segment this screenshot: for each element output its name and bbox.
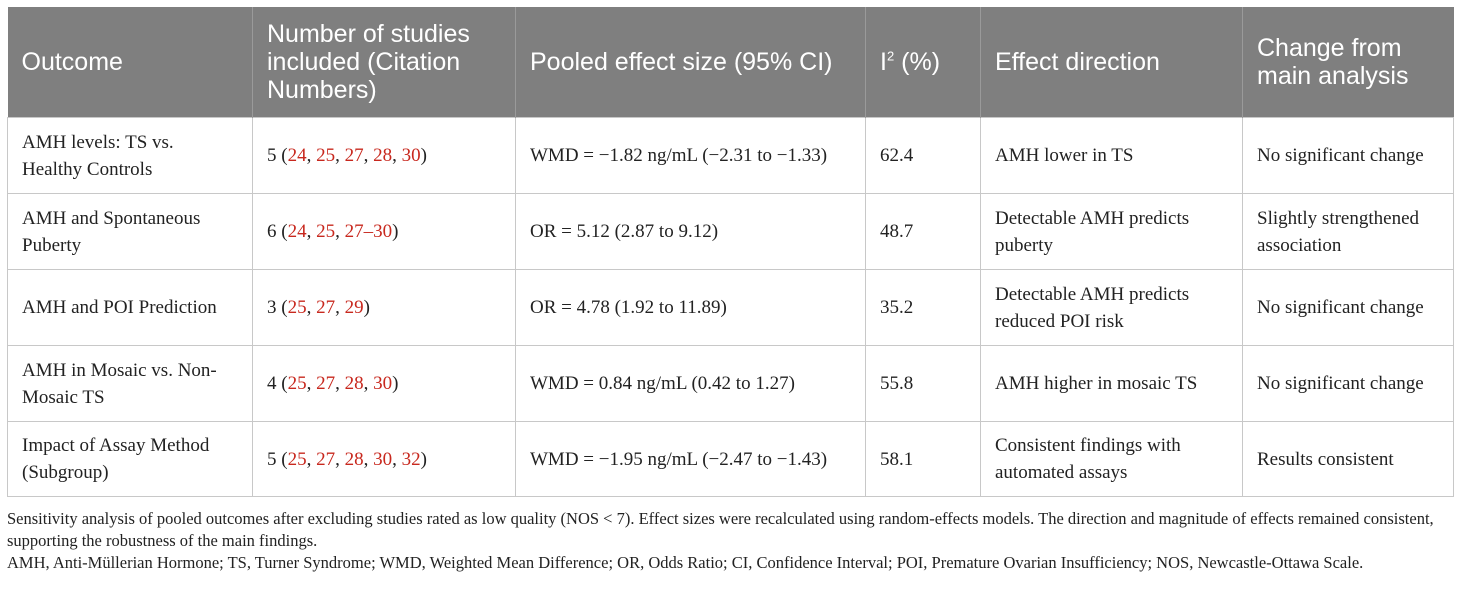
cell-studies: 3 (25, 27, 29) <box>252 269 516 346</box>
table-row: AMH and Spontaneous Puberty 6 (24, 25, 27… <box>7 193 1454 270</box>
cell-direction: Detectable AMH predicts reduced POI risk <box>980 269 1243 346</box>
cell-outcome: AMH levels: TS vs. Healthy Controls <box>7 117 253 194</box>
cell-direction: AMH higher in mosaic TS <box>980 345 1243 422</box>
citation-link[interactable]: 24 <box>287 145 307 166</box>
cell-change: Results consistent <box>1242 421 1454 497</box>
citation-link[interactable]: 28 <box>344 448 364 470</box>
cell-change: No significant change <box>1242 117 1454 194</box>
cell-effect: WMD = −1.82 ng/mL (−2.31 to −1.33) <box>515 117 866 194</box>
citation-link[interactable]: 27 <box>344 145 364 166</box>
cell-direction: AMH lower in TS <box>980 117 1243 194</box>
header-outcome: Outcome <box>7 7 253 118</box>
cell-studies: 4 (25, 27, 28, 30) <box>252 345 516 422</box>
cell-change: No significant change <box>1242 345 1454 422</box>
header-i2-sup: 2 <box>886 48 895 64</box>
cell-outcome: AMH and POI Prediction <box>7 269 253 346</box>
studies-count: 4 ( <box>267 373 288 394</box>
cell-outcome: AMH in Mosaic vs. Non-Mosaic TS <box>7 345 253 422</box>
cell-studies: 5 (24, 25, 27, 28, 30) <box>252 117 516 194</box>
cell-i2: 48.7 <box>865 193 981 270</box>
studies-close: ) <box>420 448 427 470</box>
citation-link[interactable]: 25 <box>287 297 307 318</box>
citation-link[interactable]: 30 <box>373 373 393 394</box>
cell-change: No significant change <box>1242 269 1454 346</box>
table-body: AMH levels: TS vs. Healthy Controls 5 (24… <box>7 117 1454 497</box>
header-direction: Effect direction <box>980 7 1243 118</box>
citation-link[interactable]: 27 <box>316 448 336 470</box>
footnote-description: Sensitivity analysis of pooled outcomes … <box>7 509 1434 550</box>
cell-effect: WMD = 0.84 ng/mL (0.42 to 1.27) <box>515 345 866 422</box>
cell-direction: Consistent findings with automated assay… <box>980 421 1243 497</box>
cell-change: Slightly strengthened association <box>1242 193 1454 270</box>
citation-link[interactable]: 28 <box>344 373 364 394</box>
table-row: AMH and POI Prediction 3 (25, 27, 29) OR =… <box>7 269 1454 346</box>
citation-link[interactable]: 29 <box>344 297 364 318</box>
citation-link[interactable]: 24 <box>287 221 307 242</box>
cell-outcome: Impact of Assay Method (Subgroup) <box>7 421 253 497</box>
cell-i2: 58.1 <box>865 421 981 497</box>
sensitivity-analysis-table: Outcome Number of studies included (Cita… <box>7 7 1454 497</box>
header-i2-unit: (%) <box>894 48 941 76</box>
studies-count: 5 ( <box>267 145 288 166</box>
citation-link[interactable]: 25 <box>287 373 307 394</box>
header-i2: I2 (%) <box>865 7 981 118</box>
cell-i2: 35.2 <box>865 269 981 346</box>
table-footnotes: Sensitivity analysis of pooled outcomes … <box>7 508 1457 574</box>
cell-effect: OR = 4.78 (1.92 to 11.89) <box>515 269 866 346</box>
citation-link[interactable]: 25 <box>316 221 336 242</box>
cell-direction: Detectable AMH predicts puberty <box>980 193 1243 270</box>
header-i2-base: I <box>880 48 887 76</box>
studies-close: ) <box>363 297 370 318</box>
table-row: AMH in Mosaic vs. Non-Mosaic TS 4 (25, 27… <box>7 345 1454 422</box>
table-container: Outcome Number of studies included (Cita… <box>7 7 1454 497</box>
studies-close: ) <box>392 373 399 394</box>
citation-link[interactable]: 27–30 <box>344 221 393 242</box>
cell-i2: 55.8 <box>865 345 981 422</box>
studies-count: 3 ( <box>267 297 288 318</box>
citation-link[interactable]: 30 <box>401 145 421 166</box>
cell-studies: 6 (24, 25, 27–30) <box>252 193 516 270</box>
table-row: Impact of Assay Method (Subgroup) 5 (25, … <box>7 421 1454 497</box>
studies-count: 5 ( <box>267 448 288 470</box>
citation-link[interactable]: 27 <box>316 297 336 318</box>
studies-close: ) <box>420 145 427 166</box>
citation-link[interactable]: 25 <box>287 448 307 470</box>
cell-studies: 5 (25, 27, 28, 30, 32) <box>252 421 516 497</box>
cell-i2: 62.4 <box>865 117 981 194</box>
footnote-abbreviations: AMH, Anti-Müllerian Hormone; TS, Turner … <box>7 553 1364 572</box>
citation-link[interactable]: 28 <box>373 145 393 166</box>
studies-close: ) <box>392 221 399 242</box>
citation-link[interactable]: 25 <box>316 145 336 166</box>
studies-count: 6 ( <box>267 221 288 242</box>
cell-effect: OR = 5.12 (2.87 to 9.12) <box>515 193 866 270</box>
table-row: AMH levels: TS vs. Healthy Controls 5 (24… <box>7 117 1454 194</box>
header-change: Change from main analysis <box>1242 7 1454 118</box>
table-header-row: Outcome Number of studies included (Cita… <box>7 7 1454 118</box>
citation-link[interactable]: 30 <box>373 448 393 470</box>
citation-link[interactable]: 32 <box>401 448 421 470</box>
citation-link[interactable]: 27 <box>316 373 336 394</box>
header-effect: Pooled effect size (95% CI) <box>515 7 866 118</box>
cell-outcome: AMH and Spontaneous Puberty <box>7 193 253 270</box>
header-studies: Number of studies included (Citation Num… <box>252 7 516 118</box>
cell-effect: WMD = −1.95 ng/mL (−2.47 to −1.43) <box>515 421 866 497</box>
